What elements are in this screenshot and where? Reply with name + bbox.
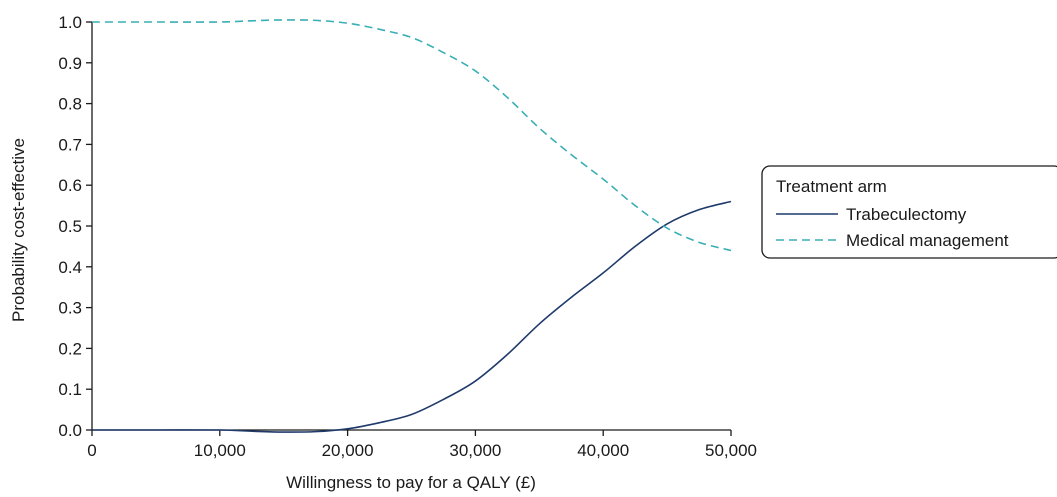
- legend-box: [761, 165, 1057, 259]
- legend-title: Treatment arm: [776, 177, 887, 196]
- y-tick-label: 0.2: [58, 339, 82, 358]
- y-tick-label: 0.4: [58, 258, 82, 277]
- y-axis-title: Probability cost-effective: [9, 138, 28, 322]
- x-tick-label: 30,000: [449, 441, 501, 460]
- legend-label-trabeculectomy: Trabeculectomy: [846, 205, 967, 224]
- x-axis-title: Willingness to pay for a QALY (£): [286, 473, 536, 492]
- series-line-medical-management: [91, 19, 732, 252]
- x-tick-label: 0: [87, 441, 96, 460]
- y-tick-label: 0.5: [58, 217, 82, 236]
- x-tick-label: 50,000: [705, 441, 757, 460]
- y-tick-label: 0.1: [58, 380, 82, 399]
- y-tick-label: 0.3: [58, 299, 82, 318]
- legend-label-medical-management: Medical management: [846, 231, 1009, 250]
- x-tick-label: 20,000: [322, 441, 374, 460]
- y-tick-label: 0.6: [58, 176, 82, 195]
- x-axis-ticks: 0 10,000 20,000 30,000 40,000 50,000: [87, 430, 757, 460]
- y-tick-label: 1.0: [58, 13, 82, 32]
- x-tick-label: 40,000: [577, 441, 629, 460]
- legend: Treatment arm Trabeculectomy Medical man…: [761, 165, 1057, 259]
- series-layer: [91, 19, 732, 433]
- y-axis-ticks: 0.0 0.1 0.2 0.3 0.4 0.5 0.6 0.7 0.8 0.9 1.0: [58, 13, 92, 440]
- y-tick-label: 0.9: [58, 54, 82, 73]
- y-tick-label: 0.8: [58, 95, 82, 114]
- x-tick-label: 10,000: [194, 441, 246, 460]
- series-line-trabeculectomy: [92, 200, 732, 433]
- y-tick-label: 0.7: [58, 135, 82, 154]
- y-tick-label: 0.0: [58, 421, 82, 440]
